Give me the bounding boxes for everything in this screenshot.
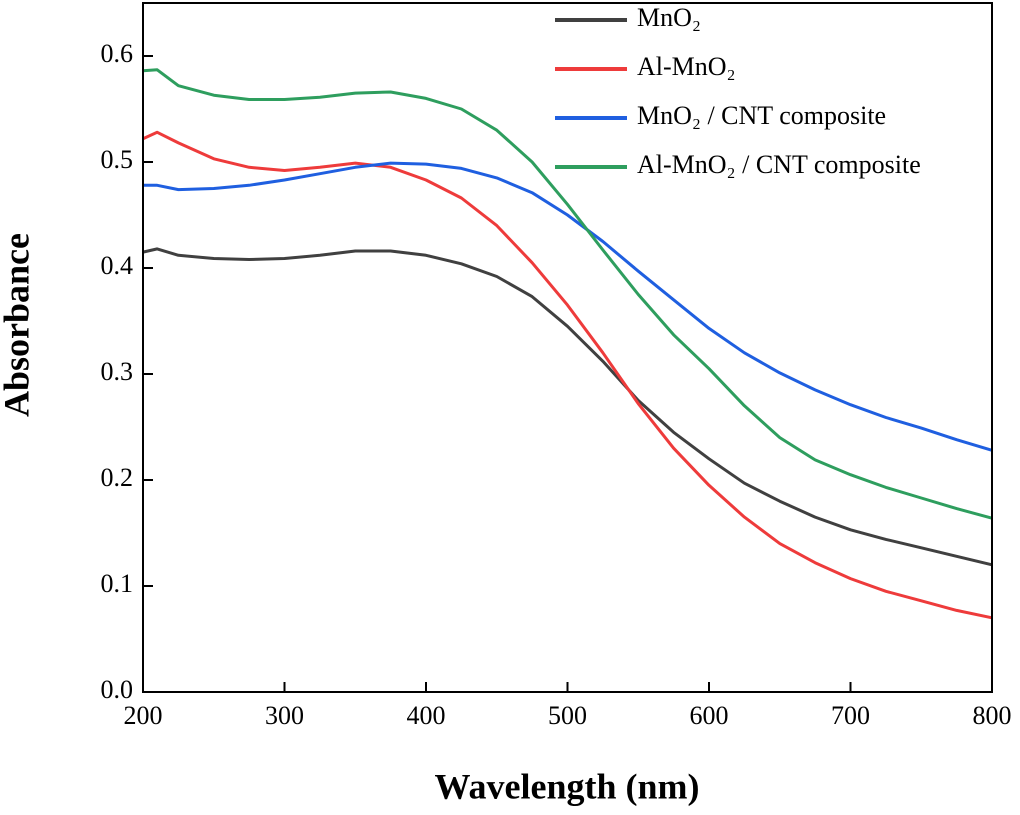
y-tick-label: 0.4 (101, 251, 134, 280)
x-tick-label: 200 (124, 701, 163, 730)
legend-label: Al-MnO₂ (637, 52, 736, 81)
legend-label: MnO₂ (637, 3, 701, 32)
data-line (142, 247, 993, 567)
x-tick-label: 700 (831, 701, 870, 730)
x-tick-label: 500 (548, 701, 587, 730)
data-line (142, 130, 993, 620)
y-tick-label: 0.3 (101, 357, 134, 386)
y-tick-label: 0.1 (101, 569, 134, 598)
x-axis-title: Wavelength (nm) (435, 766, 700, 806)
data-line (142, 68, 993, 520)
legend-label: MnO₂ / CNT composite (637, 101, 886, 130)
y-tick-label: 0.5 (101, 145, 134, 174)
plot-frame (142, 2, 993, 693)
legend-label: Al-MnO₂ / CNT composite (637, 150, 921, 179)
x-tick-label: 800 (973, 701, 1012, 730)
y-tick-label: 0.2 (101, 463, 134, 492)
data-line (143, 161, 993, 452)
x-tick-label: 600 (690, 701, 729, 730)
x-tick-label: 300 (265, 701, 304, 730)
y-tick-label: 0.0 (101, 675, 134, 704)
y-axis-title: Absorbance (0, 233, 36, 417)
y-tick-label: 0.6 (101, 39, 134, 68)
x-tick-label: 400 (407, 701, 446, 730)
